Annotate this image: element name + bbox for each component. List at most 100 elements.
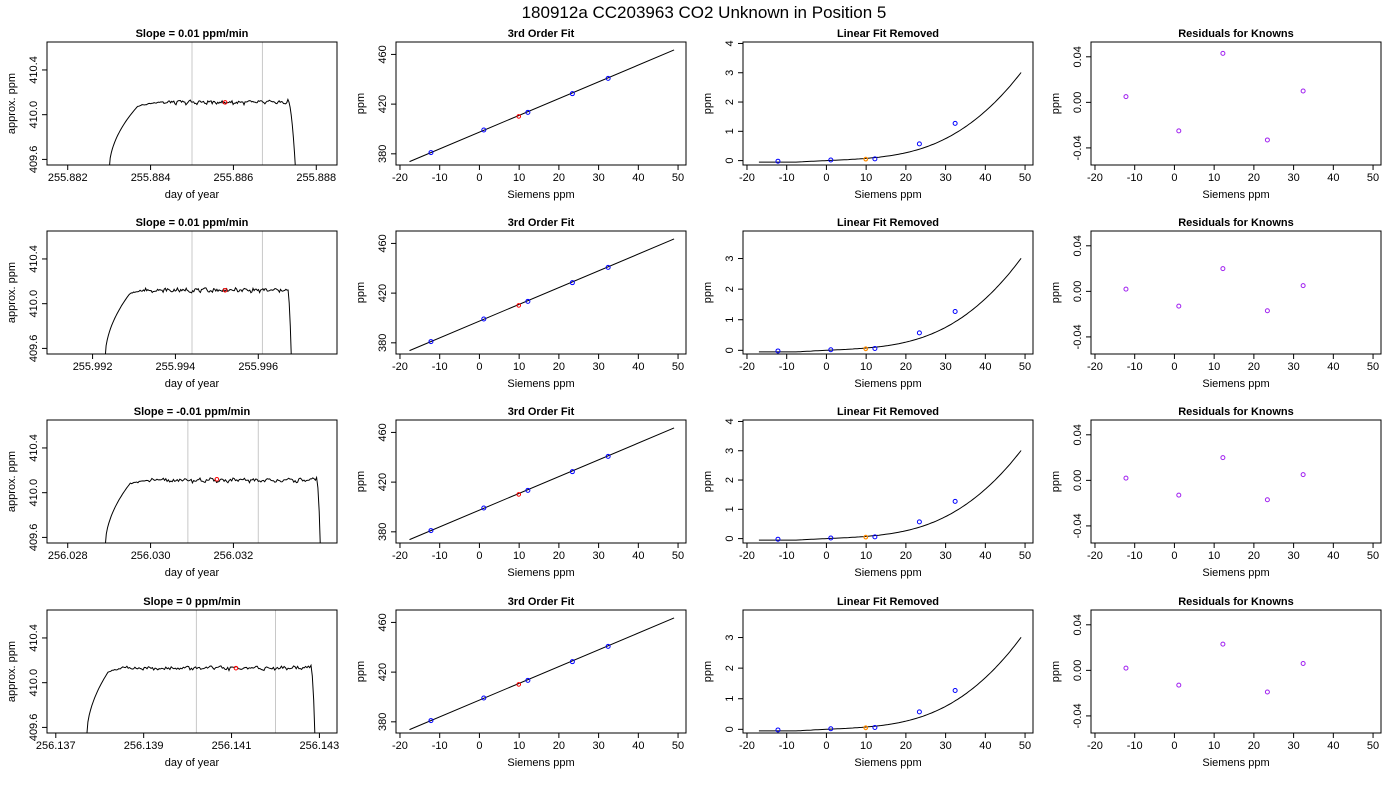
y-tick-label: 380 [377, 145, 389, 163]
x-tick-label: 0 [476, 361, 482, 373]
plot-area [758, 72, 1022, 164]
panel-title: 3rd Order Fit [508, 596, 575, 608]
y-axis-label: ppm [1050, 661, 1062, 682]
x-tick-label: -10 [1127, 740, 1143, 752]
x-tick-label: 256.143 [300, 740, 340, 752]
y-tick-label: 0.04 [1072, 424, 1084, 445]
fit-line [409, 617, 675, 731]
y-tick-label: -0.04 [1072, 135, 1084, 160]
known-point [481, 505, 487, 511]
y-tick-label: 410.0 [28, 290, 40, 318]
panel-r2c3: Residuals for Knowns Siemens ppm ppm -20 -10… [1050, 406, 1382, 579]
y-tick-label: 410.0 [28, 101, 40, 129]
x-tick-label: 256.028 [48, 550, 88, 562]
y-axis-label: ppm [702, 661, 714, 682]
panel-r3c1: 3rd Order Fit Siemens ppm ppm -20 -10 0 10 20 30… [355, 596, 687, 769]
x-tick-label: 30 [1287, 740, 1299, 752]
plot-area [1123, 266, 1306, 314]
y-tick-label: 410.4 [28, 56, 40, 84]
y-tick-label: 0 [724, 726, 736, 732]
x-tick-label: 10 [513, 172, 525, 184]
x-axis-label: day of year [165, 378, 220, 390]
x-tick-label: 10 [1208, 550, 1220, 562]
plot-frame [1090, 419, 1382, 544]
unknown-point [863, 725, 869, 731]
x-tick-label: -20 [1087, 740, 1103, 752]
x-axis-label: Siemens ppm [854, 189, 921, 201]
y-tick-label: 3 [724, 255, 736, 261]
y-axis-label: approx. ppm [6, 73, 18, 134]
y-tick-label: 409.6 [28, 146, 40, 174]
panel-title: Linear Fit Removed [837, 596, 939, 608]
y-tick-label: 0.00 [1072, 470, 1084, 491]
x-tick-label: 10 [1208, 172, 1220, 184]
x-tick-label: -20 [392, 172, 408, 184]
panel-r3c2: Linear Fit Removed Siemens ppm ppm -20 -10 0 1… [702, 596, 1034, 769]
y-tick-label: 1 [724, 128, 736, 134]
x-tick-label: 256.139 [124, 740, 164, 752]
x-tick-label: 30 [939, 550, 951, 562]
known-point [828, 157, 834, 163]
known-point [481, 127, 487, 133]
x-axis-label: Siemens ppm [507, 757, 574, 769]
x-tick-label: 255.994 [156, 361, 196, 373]
x-tick-label: 30 [939, 172, 951, 184]
panel-title: Slope = 0 ppm/min [143, 596, 241, 608]
y-axis-label: ppm [355, 282, 367, 303]
panel-title: Linear Fit Removed [837, 406, 939, 418]
x-tick-label: 255.996 [238, 361, 278, 373]
y-tick-label: 409.6 [28, 335, 40, 363]
y-axis-label: ppm [1050, 471, 1062, 492]
plot-frame [395, 41, 687, 166]
y-tick-label: 420 [377, 473, 389, 491]
x-tick-label: 50 [1367, 550, 1379, 562]
known-point [872, 534, 878, 540]
y-tick-label: 3 [724, 634, 736, 640]
plot-frame [395, 419, 687, 544]
y-axis-label: ppm [355, 661, 367, 682]
y-axis-label: ppm [702, 282, 714, 303]
x-tick-label: 20 [553, 740, 565, 752]
panel-title: Residuals for Knowns [1178, 406, 1294, 418]
known-point [828, 726, 834, 732]
residual-point [1123, 475, 1129, 481]
y-tick-label: 3 [724, 70, 736, 76]
unknown-point [863, 156, 869, 162]
panel-r0c0: Slope = 0.01 ppm/min day of year approx. p… [6, 28, 338, 201]
residual-curve [758, 257, 1022, 353]
x-tick-label: 50 [1019, 172, 1031, 184]
known-point [525, 487, 531, 493]
x-tick-label: -20 [739, 361, 755, 373]
known-point [428, 339, 434, 345]
x-tick-label: 20 [1248, 740, 1260, 752]
x-axis-label: Siemens ppm [1202, 757, 1269, 769]
x-axis-label: Siemens ppm [507, 567, 574, 579]
panel-r1c1: 3rd Order Fit Siemens ppm ppm -20 -10 0 10 20 30… [355, 217, 687, 390]
known-point [916, 141, 922, 147]
unknown-point [516, 114, 522, 119]
x-tick-label: 20 [1248, 172, 1260, 184]
x-tick-label: 50 [1019, 740, 1031, 752]
known-point [828, 535, 834, 541]
x-tick-label: 40 [979, 550, 991, 562]
x-axis-label: Siemens ppm [854, 757, 921, 769]
residual-point [1220, 641, 1226, 647]
y-tick-label: 0.04 [1072, 235, 1084, 256]
x-tick-label: -10 [1127, 361, 1143, 373]
x-tick-label: 40 [632, 550, 644, 562]
x-tick-label: -10 [779, 740, 795, 752]
x-tick-label: 10 [860, 550, 872, 562]
panel-r2c1: 3rd Order Fit Siemens ppm ppm -20 -10 0 10 20 30… [355, 406, 687, 579]
known-point [569, 469, 575, 475]
x-tick-label: 256.030 [131, 550, 171, 562]
x-tick-label: -10 [432, 361, 448, 373]
known-point [569, 659, 575, 665]
plot-frame [742, 41, 1034, 166]
x-tick-label: 30 [1287, 172, 1299, 184]
unknown-marker [214, 476, 220, 482]
x-tick-label: 0 [1171, 550, 1177, 562]
plot-area [109, 42, 296, 165]
x-axis-label: Siemens ppm [854, 567, 921, 579]
x-tick-label: 0 [1171, 172, 1177, 184]
